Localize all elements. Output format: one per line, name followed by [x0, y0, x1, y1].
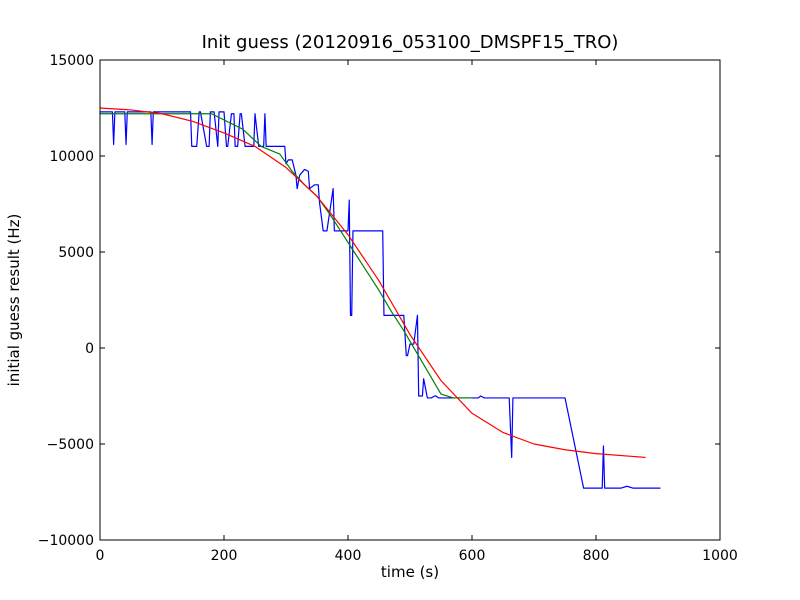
x-axis-label: time (s): [381, 563, 439, 581]
y-tick-label: −10000: [38, 533, 94, 549]
plot-frame: [99, 59, 721, 541]
x-tick-label: 1000: [702, 548, 738, 564]
series-line-1: [100, 111, 661, 489]
ticks-layer: 0 200 400 600 800 1000 −10000 −5000 0 5000 10000 15…: [38, 53, 738, 564]
plot-area: [100, 60, 720, 540]
series-line-2: [100, 113, 472, 399]
chart-title: Init guess (20120916_053100_DMSPF15_TRO): [202, 32, 619, 53]
x-tick-label: 400: [335, 548, 362, 564]
x-tick-label: 800: [583, 548, 610, 564]
y-tick-label: 15000: [49, 53, 94, 69]
series-layer: [99, 107, 661, 489]
y-axis-label: initial guess result (Hz): [5, 214, 23, 387]
y-tick-label: 0: [85, 341, 94, 357]
y-tick-label: 10000: [49, 149, 94, 165]
x-tick-label: 0: [96, 548, 105, 564]
series-line-3: [99, 107, 646, 459]
x-tick-label: 600: [459, 548, 486, 564]
x-tick-label: 200: [211, 548, 238, 564]
y-tick-label: 5000: [58, 245, 94, 261]
y-tick-label: −5000: [47, 437, 94, 453]
